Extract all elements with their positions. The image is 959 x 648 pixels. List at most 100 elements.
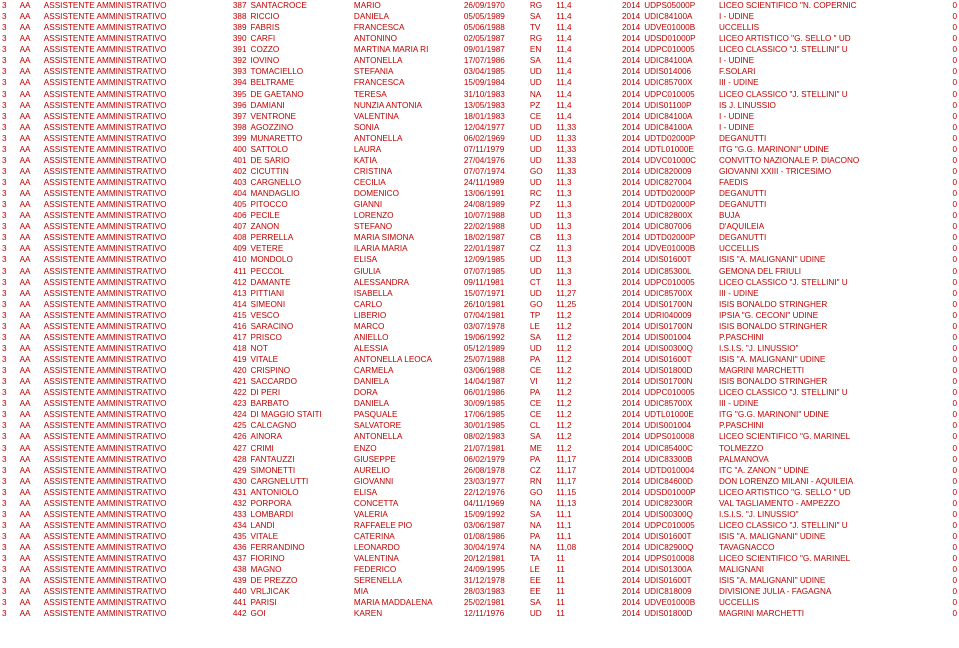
cell-c10: UDIC84100A xyxy=(642,122,717,133)
cell-c0: 3 xyxy=(0,431,18,442)
cell-c12: 0 xyxy=(941,597,959,608)
cell-c9: 2014 xyxy=(605,177,642,188)
cell-c9: 2014 xyxy=(605,277,642,288)
cell-c1: AA xyxy=(18,166,42,177)
cell-c2: ASSISTENTE AMMINISTRATIVO xyxy=(42,310,220,321)
cell-c0: 3 xyxy=(0,310,18,321)
cell-c1: AA xyxy=(18,420,42,431)
cell-c1: AA xyxy=(18,210,42,221)
cell-c1: AA xyxy=(18,199,42,210)
cell-c7: UD xyxy=(528,177,554,188)
cell-c10: UDVE01000B xyxy=(642,243,717,254)
cell-c9: 2014 xyxy=(605,443,642,454)
cell-c3: 389 xyxy=(220,22,249,33)
cell-c3: 428 xyxy=(220,454,249,465)
cell-c8: 11,2 xyxy=(554,398,605,409)
cell-c6: 15/09/1984 xyxy=(462,77,528,88)
cell-c1: AA xyxy=(18,243,42,254)
cell-c7: EE xyxy=(528,575,554,586)
cell-c1: AA xyxy=(18,608,42,619)
cell-c10: UDIC82300R xyxy=(642,498,717,509)
cell-c0: 3 xyxy=(0,376,18,387)
cell-c4: MANDAGLIO xyxy=(249,188,352,199)
cell-c4: VITALE xyxy=(249,531,352,542)
cell-c3: 433 xyxy=(220,509,249,520)
cell-c9: 2014 xyxy=(605,354,642,365)
table-row: 3AAASSISTENTE AMMINISTRATIVO405PITOCCOGI… xyxy=(0,199,959,210)
cell-c9: 2014 xyxy=(605,100,642,111)
cell-c11: VAL TAGLIAMENTO - AMPEZZO xyxy=(717,498,941,509)
cell-c6: 20/12/1981 xyxy=(462,553,528,564)
cell-c9: 2014 xyxy=(605,542,642,553)
cell-c9: 2014 xyxy=(605,608,642,619)
cell-c2: ASSISTENTE AMMINISTRATIVO xyxy=(42,210,220,221)
cell-c7: NA xyxy=(528,498,554,509)
cell-c9: 2014 xyxy=(605,133,642,144)
cell-c2: ASSISTENTE AMMINISTRATIVO xyxy=(42,553,220,564)
cell-c3: 432 xyxy=(220,498,249,509)
cell-c12: 0 xyxy=(941,531,959,542)
cell-c5: ANTONINO xyxy=(352,33,462,44)
cell-c6: 25/07/1988 xyxy=(462,354,528,365)
cell-c12: 0 xyxy=(941,443,959,454)
cell-c7: UD xyxy=(528,155,554,166)
cell-c9: 2014 xyxy=(605,89,642,100)
cell-c1: AA xyxy=(18,409,42,420)
cell-c11: DEGANUTTI xyxy=(717,232,941,243)
cell-c5: ALESSIA xyxy=(352,343,462,354)
cell-c10: UDPC010005 xyxy=(642,44,717,55)
cell-c8: 11,33 xyxy=(554,144,605,155)
cell-c8: 11,17 xyxy=(554,465,605,476)
cell-c5: CARMELA xyxy=(352,365,462,376)
cell-c12: 0 xyxy=(941,100,959,111)
cell-c6: 05/12/1989 xyxy=(462,343,528,354)
cell-c6: 12/09/1985 xyxy=(462,254,528,265)
cell-c4: PERRELLA xyxy=(249,232,352,243)
cell-c10: UDPC010005 xyxy=(642,89,717,100)
table-row: 3AAASSISTENTE AMMINISTRATIVO388RICCIODAN… xyxy=(0,11,959,22)
cell-c3: 417 xyxy=(220,332,249,343)
cell-c1: AA xyxy=(18,188,42,199)
cell-c11: ISIS "A. MALIGNANI" UDINE xyxy=(717,531,941,542)
cell-c3: 434 xyxy=(220,520,249,531)
cell-c2: ASSISTENTE AMMINISTRATIVO xyxy=(42,111,220,122)
cell-c5: ELISA xyxy=(352,254,462,265)
cell-c1: AA xyxy=(18,376,42,387)
cell-c0: 3 xyxy=(0,476,18,487)
cell-c8: 11,3 xyxy=(554,254,605,265)
cell-c6: 30/04/1974 xyxy=(462,542,528,553)
cell-c6: 09/01/1987 xyxy=(462,44,528,55)
cell-c12: 0 xyxy=(941,144,959,155)
cell-c8: 11,2 xyxy=(554,365,605,376)
cell-c5: DANIELA xyxy=(352,398,462,409)
table-row: 3AAASSISTENTE AMMINISTRATIVO411PECCOLGIU… xyxy=(0,266,959,277)
cell-c5: PASQUALE xyxy=(352,409,462,420)
cell-c11: LICEO SCIENTIFICO "N. COPERNIC xyxy=(717,0,941,11)
cell-c8: 11,4 xyxy=(554,22,605,33)
cell-c10: UDVC01000C xyxy=(642,155,717,166)
cell-c0: 3 xyxy=(0,498,18,509)
cell-c9: 2014 xyxy=(605,288,642,299)
cell-c2: ASSISTENTE AMMINISTRATIVO xyxy=(42,575,220,586)
cell-c1: AA xyxy=(18,77,42,88)
cell-c9: 2014 xyxy=(605,199,642,210)
cell-c0: 3 xyxy=(0,55,18,66)
cell-c0: 3 xyxy=(0,332,18,343)
cell-c0: 3 xyxy=(0,177,18,188)
cell-c1: AA xyxy=(18,221,42,232)
cell-c0: 3 xyxy=(0,509,18,520)
cell-c0: 3 xyxy=(0,232,18,243)
cell-c0: 3 xyxy=(0,11,18,22)
cell-c1: AA xyxy=(18,454,42,465)
cell-c0: 3 xyxy=(0,166,18,177)
cell-c11: TOLMEZZO xyxy=(717,443,941,454)
cell-c3: 421 xyxy=(220,376,249,387)
cell-c4: PECILE xyxy=(249,210,352,221)
cell-c11: UCCELLIS xyxy=(717,22,941,33)
cell-c1: AA xyxy=(18,509,42,520)
cell-c11: DIVISIONE JULIA - FAGAGNA xyxy=(717,586,941,597)
cell-c1: AA xyxy=(18,365,42,376)
cell-c3: 398 xyxy=(220,122,249,133)
cell-c12: 0 xyxy=(941,431,959,442)
cell-c4: CRIMI xyxy=(249,443,352,454)
